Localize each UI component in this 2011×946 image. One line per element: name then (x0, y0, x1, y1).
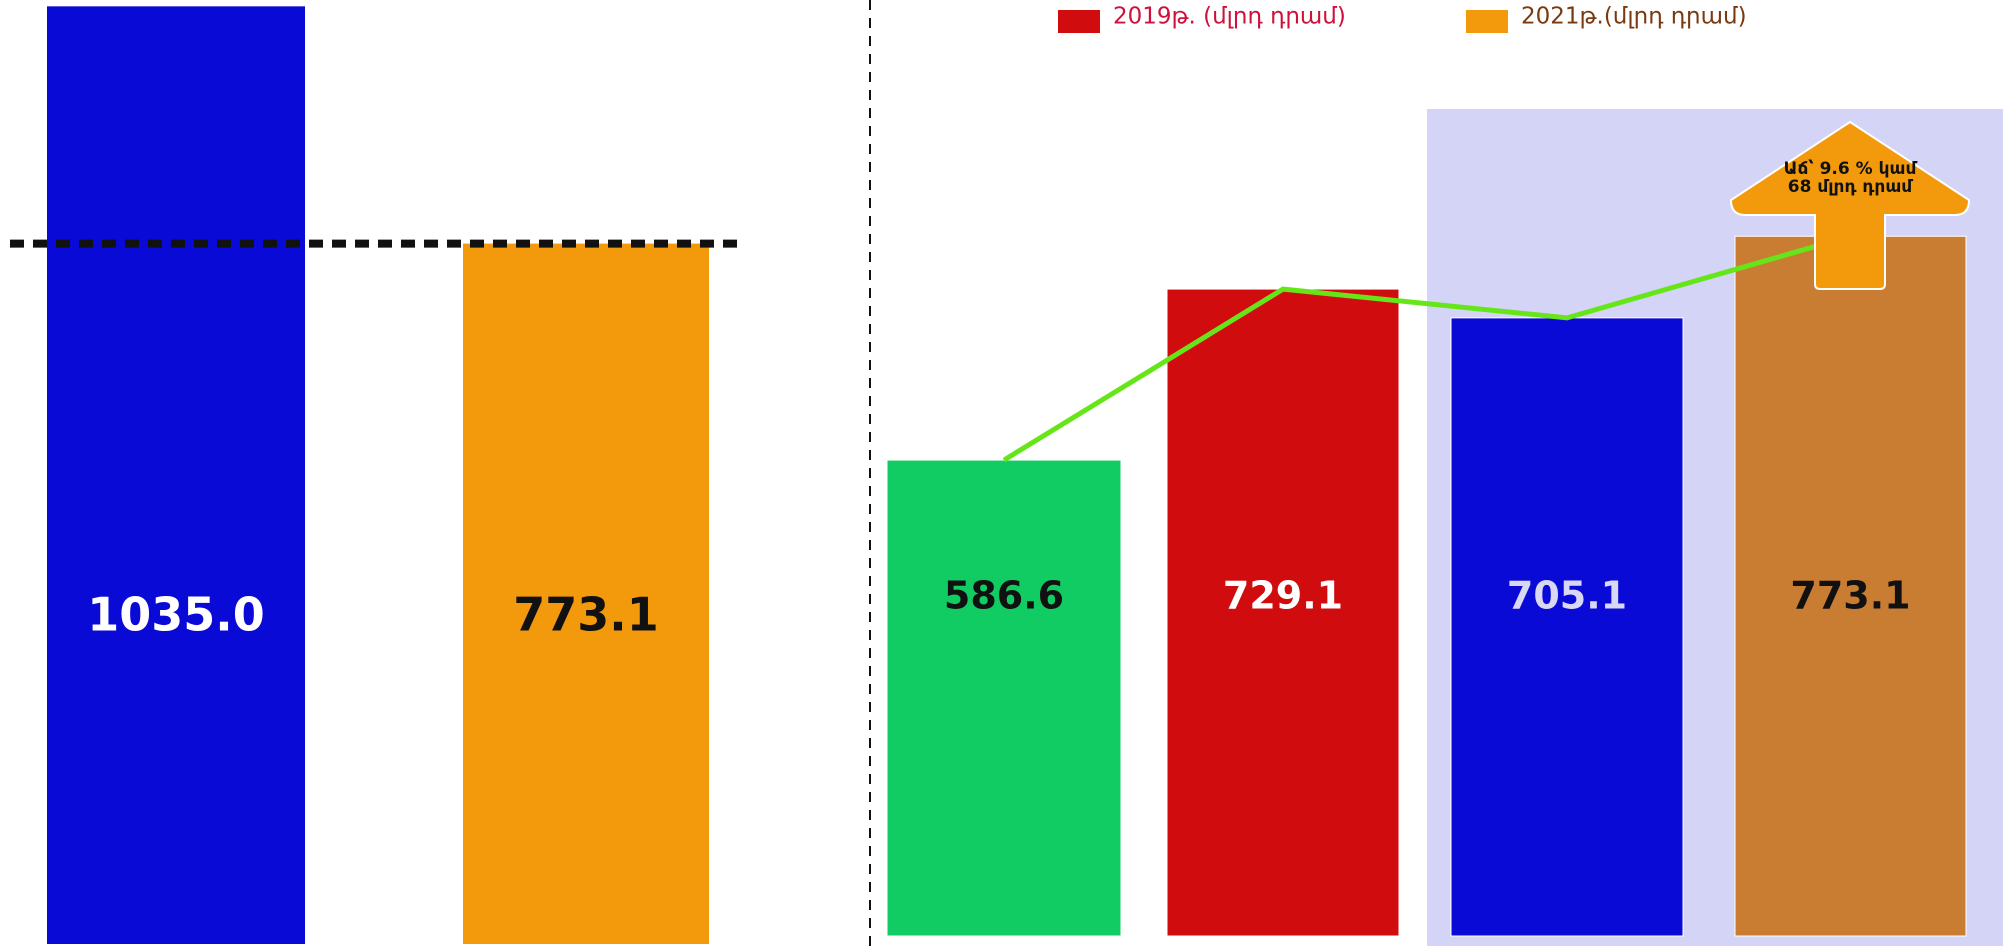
bar (1451, 318, 1683, 936)
annotation: Աճ՝ 9.6 % կամ 68 մլրդ դրամ (1770, 160, 1930, 196)
legend-swatch (1466, 10, 1508, 33)
value-label: 773.1 (513, 588, 659, 642)
page: 1035.0 773.1 586.6 729.1 705.1 773.1 2019թ. (մ… (0, 0, 2011, 946)
value-label: 773.1 (1790, 574, 1910, 618)
legend-label: 2021թ.(մլրդ դրամ) (1521, 4, 1747, 30)
value-label: 1035.0 (87, 588, 265, 642)
value-label: 729.1 (1223, 574, 1343, 618)
value-label: 586.6 (944, 574, 1064, 618)
legend-label: 2019թ. (մլրդ դրամ) (1113, 4, 1346, 30)
legend-swatch (1058, 10, 1100, 33)
bar (47, 6, 305, 944)
bar (887, 460, 1121, 936)
value-label: 705.1 (1507, 574, 1627, 618)
chart: 1035.0 773.1 586.6 729.1 705.1 773.1 2019թ. (մ… (0, 0, 2011, 946)
